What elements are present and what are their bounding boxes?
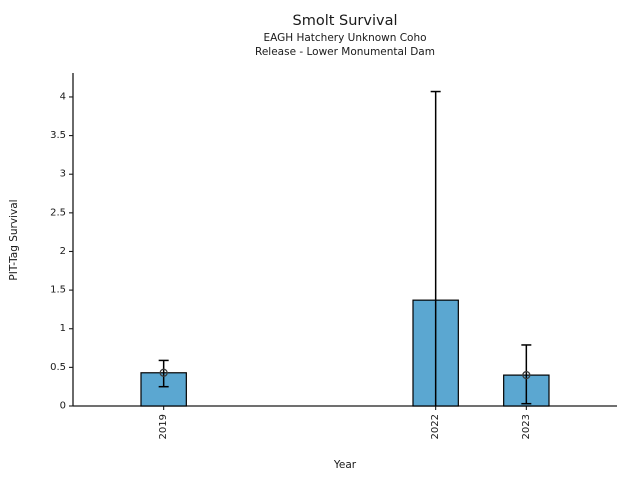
x-tick-label: 2022 [430, 414, 441, 439]
chart-title: Smolt Survival [292, 13, 398, 29]
y-tick-label: 3 [60, 169, 66, 180]
point-marker-2019 [159, 368, 168, 377]
y-tick-label: 2 [60, 246, 66, 257]
y-tick-label: 1.5 [50, 285, 66, 296]
x-tick-label: 2023 [521, 414, 532, 439]
point-marker-2023 [522, 370, 531, 380]
y-tick-label: 0.5 [50, 362, 66, 373]
y-tick-label: 0 [60, 401, 66, 412]
x-tick-label: 2019 [158, 414, 169, 439]
y-tick-label: 1 [60, 323, 66, 334]
chart-subtitle-line1: EAGH Hatchery Unknown Coho [263, 32, 427, 44]
y-tick-label: 4 [60, 91, 66, 102]
y-tick-label: 2.5 [50, 207, 66, 218]
x-axis-label: Year [333, 459, 357, 471]
chart-subtitle-line2: Release - Lower Monumental Dam [255, 46, 435, 58]
y-tick-label: 3.5 [50, 130, 66, 141]
